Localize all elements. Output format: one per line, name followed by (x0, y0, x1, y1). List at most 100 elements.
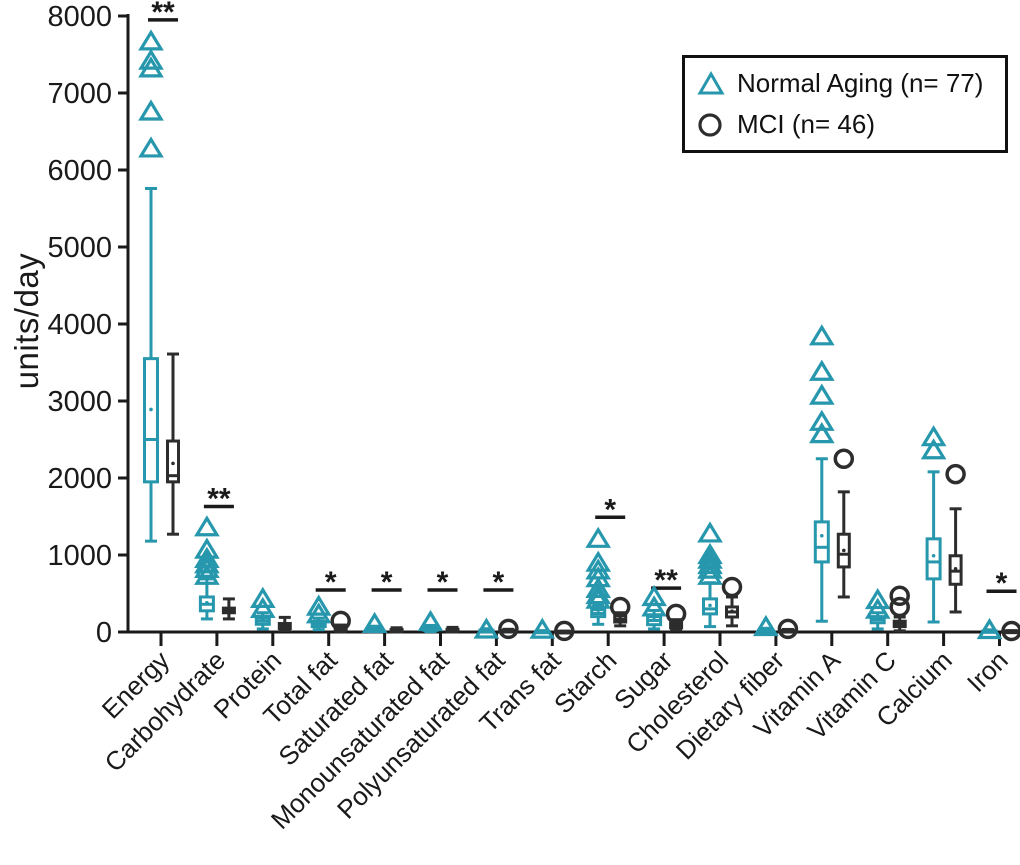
outlier-triangle-icon (920, 438, 947, 460)
box-normal-aging-total-fat (305, 594, 332, 632)
legend-label-normal-aging: Normal Aging (n= 77) (737, 68, 984, 98)
box-normal-aging-dietary-fiber (753, 614, 779, 637)
outlier-circle-icon (889, 585, 910, 607)
outlier-triangle-icon (361, 611, 388, 634)
mean-dot (1009, 629, 1014, 634)
significance-annotations: ***** * * **** * (148, 0, 1017, 600)
outlier-triangle-icon (585, 576, 612, 598)
significance-stars: * (437, 566, 449, 599)
box-normal-aging-sugar (641, 584, 667, 631)
y-tick-label: 7000 (47, 78, 112, 110)
outlier-circle-icon (498, 618, 519, 640)
box-normal-aging-monounsaturated-fat (417, 609, 444, 634)
outlier-circle-icon (1001, 620, 1020, 642)
box-normal-aging-cholesterol (697, 521, 723, 629)
outlier-triangle-icon (864, 597, 891, 619)
outlier-triangle-icon (194, 515, 220, 537)
box-mci-saturated-fat (389, 626, 404, 634)
outlier-triangle-icon (976, 617, 1003, 640)
box-mci-calcium (945, 463, 966, 614)
outlier-triangle-icon (138, 56, 164, 78)
y-axis-ticks: 0 1000 2000 3000 4000 5000 6000 7000 8000 (47, 1, 128, 649)
significance-stars: * (493, 566, 505, 599)
box-normal-aging-calcium (920, 425, 947, 624)
outlier-triangle-icon (194, 552, 220, 574)
box-mci-protein (277, 615, 292, 632)
outlier-triangle-icon (920, 425, 947, 447)
mean-dot (820, 533, 824, 538)
significance-stars: * (604, 493, 616, 526)
outlier-circle-icon (609, 596, 631, 618)
mean-dot (674, 623, 678, 627)
mean-dot (596, 610, 600, 615)
outlier-triangle-icon (417, 609, 444, 632)
box-normal-aging-energy (138, 29, 164, 543)
box-mci-monounsaturated-fat (445, 625, 460, 634)
mean-dot (987, 629, 992, 634)
triangle-icon (697, 71, 725, 95)
outlier-triangle-icon (529, 617, 556, 639)
box-normal-aging-saturated-fat (361, 611, 388, 634)
outlier-triangle-icon (249, 586, 276, 608)
outlier-triangle-icon (585, 582, 612, 605)
mean-dot (786, 629, 790, 633)
mean-dot (484, 628, 489, 633)
y-tick-label: 8000 (47, 1, 112, 33)
series-mci (166, 352, 1020, 642)
x-tick-label-starch: Starch (548, 645, 622, 719)
outlier-triangle-icon (305, 602, 332, 624)
outlier-triangle-icon (194, 556, 220, 578)
box-mci-trans-fat (554, 620, 575, 642)
outlier-triangle-icon (753, 614, 779, 637)
box-normal-aging-vitamin-a (808, 324, 835, 623)
mean-dot (618, 616, 622, 621)
mean-dot (283, 624, 287, 628)
y-tick-label: 4000 (47, 309, 112, 341)
outlier-triangle-icon (585, 587, 612, 609)
box-mci-cholesterol (721, 576, 743, 628)
outlier-triangle-icon (641, 595, 667, 617)
y-tick-label: 3000 (47, 386, 112, 418)
mean-dot (171, 461, 175, 466)
outlier-triangle-icon (808, 324, 835, 346)
outlier-circle-icon (889, 596, 910, 618)
outlier-triangle-icon (697, 557, 723, 579)
mean-dot (931, 553, 936, 558)
outlier-circle-icon (945, 463, 966, 485)
significance-stars: ** (654, 564, 678, 597)
box-mci-energy (166, 352, 180, 536)
outlier-triangle-icon (473, 617, 500, 639)
significance-stars: * (325, 566, 337, 599)
outlier-triangle-icon (585, 526, 612, 548)
x-tick-label-iron: Iron (961, 645, 1014, 698)
box-mci-iron (1001, 620, 1020, 642)
significance-stars: ** (151, 0, 175, 29)
y-tick-label: 2000 (47, 463, 112, 495)
outlier-triangle-icon (249, 596, 276, 619)
outlier-triangle-icon (808, 383, 835, 405)
iqr-box (925, 537, 942, 581)
legend: Normal Aging (n= 77) MCI (n= 46) (682, 55, 1008, 153)
outlier-triangle-icon (808, 422, 835, 444)
outlier-triangle-icon (138, 136, 164, 158)
box-normal-aging-starch (585, 526, 612, 626)
outlier-triangle-icon (864, 587, 891, 610)
outlier-circle-icon (721, 576, 743, 598)
y-tick-label: 1000 (47, 540, 112, 572)
significance-stars: * (996, 567, 1008, 600)
y-tick-label: 0 (96, 617, 112, 649)
iqr-box (143, 357, 159, 484)
box-mci-vitamin-c (889, 585, 910, 633)
circle-icon (698, 113, 722, 137)
iqr-box (166, 439, 180, 484)
iqr-box (813, 520, 830, 564)
mean-dot (562, 629, 567, 634)
box-normal-aging-iron (976, 617, 1003, 640)
box-mci-starch (609, 596, 631, 628)
outlier-circle-icon (833, 448, 855, 469)
mean-dot (261, 618, 265, 623)
mean-dot (730, 609, 734, 614)
mean-dot (540, 629, 545, 634)
